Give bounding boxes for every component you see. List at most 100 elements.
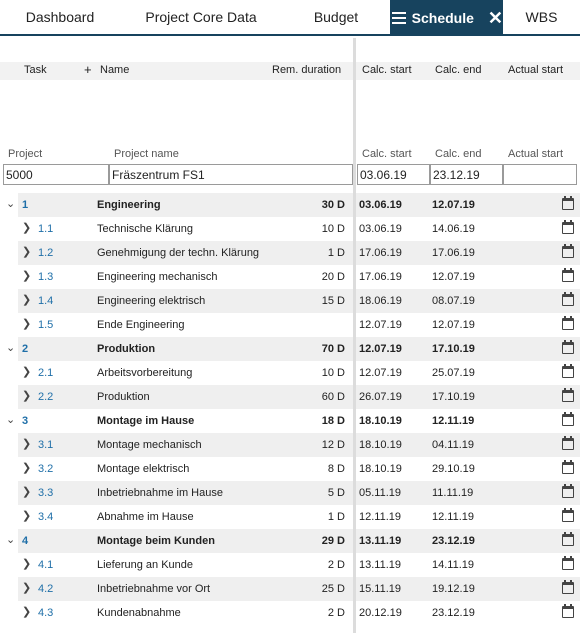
chevron-right-icon[interactable]: ❯ [22,558,32,570]
calc-end: 04.11.19 [432,439,475,451]
table-row[interactable]: ❯ 4.3 Kundenabnahme 2 D 20.12.19 23.12.19 [0,601,580,625]
chevron-right-icon[interactable]: ❯ [22,222,32,234]
calendar-icon[interactable] [562,556,574,570]
chevron-right-icon[interactable]: ❯ [22,486,32,498]
rem-duration: 25 D [321,583,345,595]
rem-duration: 2 D [327,559,345,571]
column-task[interactable]: Task [24,64,47,76]
rem-duration: 30 D [321,199,345,211]
table-row[interactable]: ❯ 1.1 Technische Klärung 10 D 03.06.19 14.06.… [0,217,580,241]
table-row[interactable]: ❯ 2.2 Produktion 60 D 26.07.19 17.10.19 [0,385,580,409]
close-icon[interactable]: ✕ [487,8,503,28]
tab-budget[interactable]: Budget [313,9,359,25]
task-number: 2.1 [38,367,54,379]
chevron-right-icon[interactable]: ❯ [22,366,32,378]
task-name: Montage beim Kunden [97,535,215,547]
tab-dashboard[interactable]: Dashboard [25,9,95,25]
tab-project-core-data[interactable]: Project Core Data [145,9,257,25]
chevron-down-icon[interactable]: ⌄ [6,342,16,354]
tab-schedule[interactable]: Schedule ✕ [390,0,503,36]
table-row[interactable]: ❯ 3.2 Montage elektrisch 8 D 18.10.19 29.10.1… [0,457,580,481]
task-name: Montage elektrisch [97,463,190,475]
tab-bar: Dashboard Project Core Data Budget Sched… [0,0,580,36]
calendar-icon[interactable] [562,220,574,234]
table-row[interactable]: ❯ 1.2 Genehmigung der techn. Klärung 1 D 17.… [0,241,580,265]
calendar-icon[interactable] [562,412,574,426]
calendar-icon[interactable] [562,436,574,450]
calendar-icon[interactable] [562,460,574,474]
calc-end: 12.07.19 [432,271,475,283]
calc-end-field[interactable]: 23.12.19 [430,164,503,185]
calc-start-field[interactable]: 03.06.19 [357,164,430,185]
calendar-icon[interactable] [562,388,574,402]
calc-start: 12.11.19 [359,511,402,523]
task-number: 3.3 [38,487,54,499]
chevron-right-icon[interactable]: ❯ [22,582,32,594]
calendar-icon[interactable] [562,532,574,546]
task-name: Montage im Hause [97,415,195,427]
calendar-icon[interactable] [562,316,574,330]
chevron-right-icon[interactable]: ❯ [22,318,32,330]
chevron-right-icon[interactable]: ❯ [22,294,32,306]
column-name[interactable]: Name [100,64,130,76]
rem-duration: 29 D [321,535,345,547]
chevron-down-icon[interactable]: ⌄ [6,198,16,210]
task-name: Montage mechanisch [97,439,202,451]
plus-icon[interactable]: + [84,62,92,77]
calendar-icon[interactable] [562,508,574,522]
column-calc-start[interactable]: Calc. start [362,64,412,76]
table-row[interactable]: ❯ 3.3 Inbetriebnahme im Hause 5 D 05.11.19 11… [0,481,580,505]
calc-start: 18.10.19 [359,463,402,475]
group-row[interactable]: ⌄ 1 Engineering 30 D 03.06.19 12.07.19 [0,193,580,217]
rem-duration: 18 D [321,415,345,427]
group-row[interactable]: ⌄ 4 Montage beim Kunden 29 D 13.11.19 23.12.1… [0,529,580,553]
table-row[interactable]: ❯ 1.4 Engineering elektrisch 15 D 18.06.19 08… [0,289,580,313]
project-name-label: Project name [114,148,179,160]
rem-duration: 10 D [321,367,345,379]
chevron-right-icon[interactable]: ❯ [22,438,32,450]
table-row[interactable]: ❯ 1.5 Ende Engineering 12.07.19 12.07.19 [0,313,580,337]
calendar-icon[interactable] [562,604,574,618]
chevron-right-icon[interactable]: ❯ [22,270,32,282]
chevron-down-icon[interactable]: ⌄ [6,414,16,426]
calc-end: 19.12.19 [432,583,475,595]
table-row[interactable]: ❯ 4.1 Lieferung an Kunde 2 D 13.11.19 14.11.1… [0,553,580,577]
task-number: 4.2 [38,583,54,595]
column-actual-start[interactable]: Actual start [508,64,564,76]
calendar-icon[interactable] [562,364,574,378]
calc-end: 12.07.19 [432,319,475,331]
table-row[interactable]: ❯ 3.1 Montage mechanisch 12 D 18.10.19 04.11.… [0,433,580,457]
tab-wbs[interactable]: WBS [525,9,558,25]
column-rem-duration[interactable]: Rem. duration [272,64,342,76]
calendar-icon[interactable] [562,580,574,594]
calendar-icon[interactable] [562,196,574,210]
chevron-right-icon[interactable]: ❯ [22,462,32,474]
chevron-right-icon[interactable]: ❯ [22,606,32,618]
calendar-icon[interactable] [562,292,574,306]
chevron-right-icon[interactable]: ❯ [22,390,32,402]
table-row[interactable]: ❯ 4.2 Inbetriebnahme vor Ort 25 D 15.11.19 19… [0,577,580,601]
column-header-right [356,62,580,80]
chevron-right-icon[interactable]: ❯ [22,246,32,258]
group-row[interactable]: ⌄ 2 Produktion 70 D 12.07.19 17.10.19 [0,337,580,361]
row-background [356,193,580,217]
menu-icon[interactable] [392,12,406,24]
row-background [356,433,580,457]
pane-divider[interactable] [353,38,356,633]
calendar-icon[interactable] [562,484,574,498]
project-name-field[interactable]: Fräszentrum FS1 [109,164,353,185]
calendar-icon[interactable] [562,244,574,258]
table-row[interactable]: ❯ 2.1 Arbeitsvorbereitung 10 D 12.07.19 25.07… [0,361,580,385]
project-field[interactable]: 5000 [3,164,109,185]
row-background [356,385,580,409]
table-row[interactable]: ❯ 3.4 Abnahme im Hause 1 D 12.11.19 12.11.19 [0,505,580,529]
calendar-icon[interactable] [562,268,574,282]
group-row[interactable]: ⌄ 3 Montage im Hause 18 D 18.10.19 12.11.19 [0,409,580,433]
chevron-right-icon[interactable]: ❯ [22,510,32,522]
table-row[interactable]: ❯ 1.3 Engineering mechanisch 20 D 17.06.19 12… [0,265,580,289]
chevron-down-icon[interactable]: ⌄ [6,534,16,546]
rem-duration: 70 D [321,343,345,355]
actual-start-field[interactable] [503,164,577,185]
calendar-icon[interactable] [562,340,574,354]
column-calc-end[interactable]: Calc. end [435,64,482,76]
